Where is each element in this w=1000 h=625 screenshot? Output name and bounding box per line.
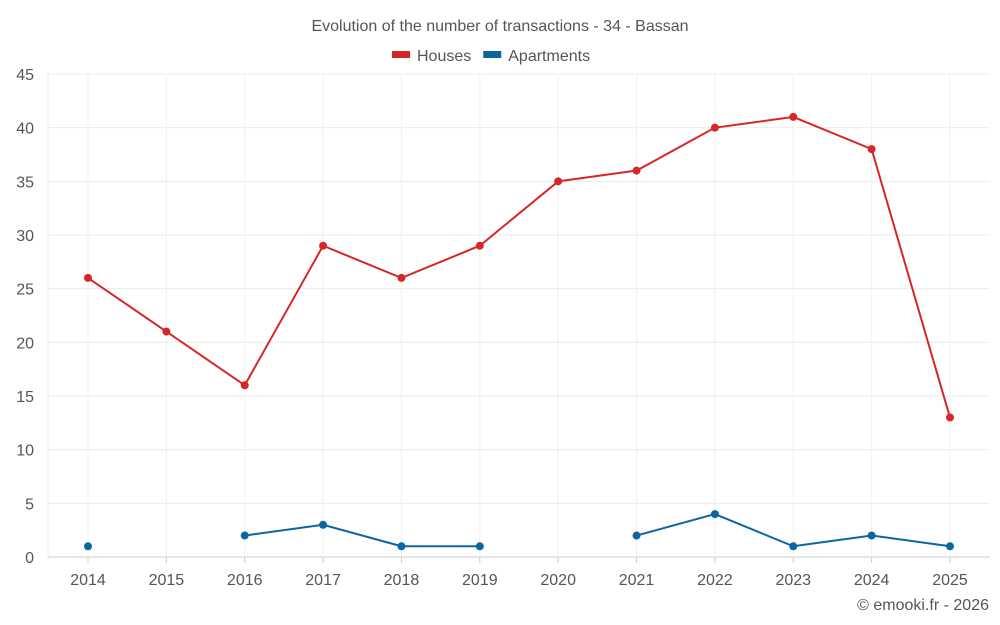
y-tick-label: 30 [16, 228, 34, 245]
data-point-houses[interactable] [84, 273, 92, 282]
data-point-houses[interactable] [710, 123, 719, 132]
legend-swatch-apartments [483, 51, 502, 58]
y-tick-label: 45 [16, 67, 34, 84]
data-point-houses[interactable] [475, 241, 484, 250]
data-point-apartments[interactable] [397, 542, 406, 551]
legend-label-apartments[interactable]: Apartments [508, 48, 590, 65]
x-tick-label: 2023 [775, 572, 811, 589]
legend: Houses Apartments [392, 48, 590, 65]
grid [47, 73, 990, 563]
series-line-houses [87, 115, 951, 418]
legend-swatch-houses [392, 51, 410, 58]
x-tick-label: 2015 [149, 572, 185, 589]
data-point-houses[interactable] [554, 177, 563, 186]
credit-text: © emooki.fr - 2026 [857, 597, 989, 614]
data-point-apartments[interactable] [240, 531, 249, 540]
data-point-houses[interactable] [632, 166, 641, 175]
y-tick-label: 0 [25, 550, 34, 567]
legend-label-houses[interactable]: Houses [417, 48, 471, 65]
data-point-apartments[interactable] [632, 531, 641, 540]
x-tick-label: 2018 [384, 572, 420, 589]
x-tick-label: 2024 [854, 572, 890, 589]
data-point-apartments[interactable] [84, 542, 92, 551]
data-point-houses[interactable] [867, 145, 876, 154]
x-tick-label: 2025 [932, 572, 968, 589]
y-tick-label: 20 [16, 335, 34, 352]
x-tick-label: 2017 [305, 572, 341, 589]
data-point-apartments[interactable] [475, 542, 484, 551]
series [84, 112, 954, 551]
data-point-apartments[interactable] [319, 520, 328, 529]
y-axis: 0 5 10 15 20 25 30 35 40 45 [16, 67, 34, 567]
x-tick-label: 2022 [697, 572, 733, 589]
y-tick-label: 35 [16, 174, 34, 191]
data-point-houses[interactable] [162, 327, 171, 336]
x-tick-label: 2020 [540, 572, 576, 589]
data-point-apartments[interactable] [946, 542, 954, 551]
x-tick-label: 2014 [70, 572, 106, 589]
y-tick-label: 40 [16, 121, 34, 138]
x-tick-label: 2019 [462, 572, 498, 589]
data-point-houses[interactable] [789, 112, 798, 121]
data-point-houses[interactable] [240, 381, 249, 390]
y-tick-label: 25 [16, 282, 34, 299]
y-tick-label: 10 [16, 443, 34, 460]
data-point-apartments[interactable] [710, 510, 719, 519]
data-point-houses[interactable] [319, 241, 328, 250]
chart-title: Evolution of the number of transactions … [311, 18, 688, 35]
data-point-houses[interactable] [397, 273, 406, 282]
y-tick-label: 5 [25, 496, 34, 513]
x-tick-label: 2016 [227, 572, 263, 589]
series-line-apartments [244, 523, 480, 548]
x-tick-label: 2021 [619, 572, 655, 589]
data-point-apartments[interactable] [789, 542, 798, 551]
data-point-houses[interactable] [946, 413, 954, 422]
y-tick-label: 15 [16, 389, 34, 406]
data-point-apartments[interactable] [867, 531, 876, 540]
x-axis: 2014 2015 2016 2017 2018 2019 2020 2021 2022 2023… [70, 572, 968, 589]
